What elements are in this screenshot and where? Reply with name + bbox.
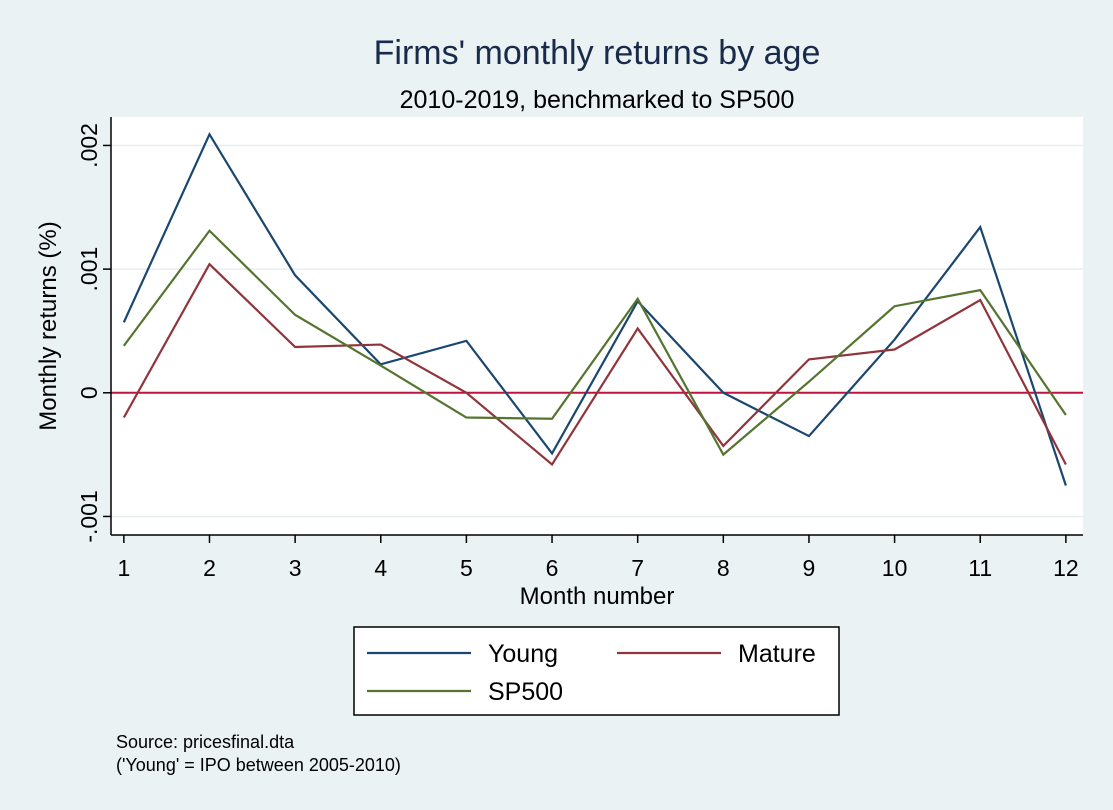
x-tick-label: 2 [203, 555, 216, 581]
x-tick-label: 4 [374, 555, 387, 581]
x-tick-label: 8 [717, 555, 730, 581]
definition-note: ('Young' = IPO between 2005-2010) [116, 755, 401, 775]
x-tick-label: 11 [968, 555, 992, 581]
x-tick-label: 5 [460, 555, 473, 581]
y-axis-label: Monthly returns (%) [35, 221, 62, 430]
legend: Young Mature SP500 [367, 640, 816, 706]
x-tick-label: 9 [803, 555, 816, 581]
x-tick-label: 10 [882, 555, 908, 581]
legend-label-mature: Mature [738, 640, 816, 668]
legend-box [353, 626, 840, 716]
y-tick-label: .002 [76, 123, 102, 168]
y-axis-ticks: -.001 0 .001 .002 [76, 123, 111, 543]
x-tick-label: 7 [631, 555, 644, 581]
x-tick-label: 1 [117, 555, 130, 581]
legend-label-young: Young [488, 640, 558, 668]
x-axis-label: Month number [520, 583, 675, 610]
chart-subtitle: 2010-2019, benchmarked to SP500 [400, 86, 795, 114]
series-line-sp500 [122, 229, 1067, 457]
y-tick-label: 0 [76, 386, 102, 399]
series-layer [122, 131, 1067, 486]
x-tick-label: 6 [546, 555, 559, 581]
series-line-young [122, 131, 1067, 486]
x-tick-label: 12 [1053, 555, 1079, 581]
x-tick-label: 3 [289, 555, 302, 581]
x-axis-ticks: 1 2 3 4 5 6 7 8 9 10 11 12 [117, 535, 1079, 581]
series-line-mature [122, 262, 1067, 467]
y-tick-label: .001 [76, 247, 102, 292]
legend-label-sp500: SP500 [488, 678, 563, 706]
chart-title: Firms' monthly returns by age [374, 34, 821, 72]
y-tick-label: -.001 [76, 490, 102, 542]
source-note: Source: pricesfinal.dta [116, 732, 295, 752]
